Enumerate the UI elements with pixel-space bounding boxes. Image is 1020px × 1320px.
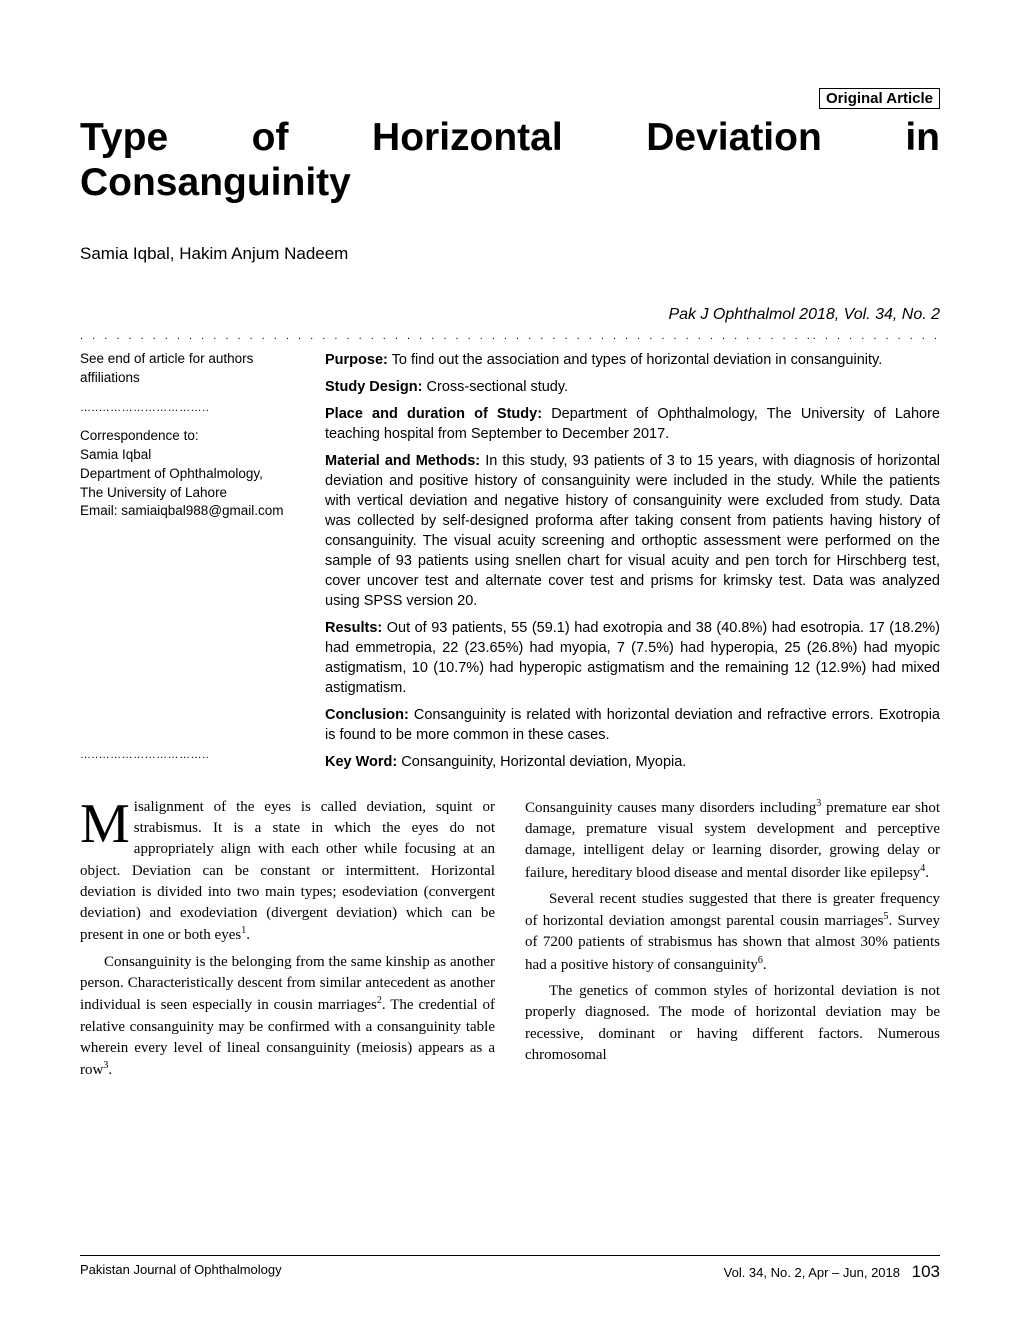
correspondent-email: Email: samiaiqbal988@gmail.com (80, 502, 305, 521)
sidebar: See end of article for authors affiliati… (80, 350, 305, 779)
abstract-keyword: Key Word: Consanguinity, Horizontal devi… (325, 752, 940, 772)
abstract-design: Study Design: Cross-sectional study. (325, 377, 940, 397)
dropcap: M (80, 797, 134, 849)
correspondent-name: Samia Iqbal (80, 446, 305, 465)
body-para-2: Consanguinity is the belonging from the … (80, 952, 495, 1082)
ref-1: 1 (241, 925, 246, 936)
ref-3: 3 (103, 1060, 108, 1071)
column-left: Misalignment of the eyes is called devia… (80, 797, 495, 1082)
body-text: Misalignment of the eyes is called devia… (80, 797, 940, 1082)
authors: Samia Iqbal, Hakim Anjum Nadeem (80, 244, 940, 264)
results-label: Results: (325, 620, 382, 636)
title-line-1: Type of Horizontal Deviation in (80, 116, 940, 161)
footer-right: Vol. 34, No. 2, Apr – Jun, 2018 103 (724, 1262, 940, 1282)
body-p3a: Consanguinity causes many disorders incl… (525, 800, 816, 816)
abstract-place: Place and duration of Study: Department … (325, 404, 940, 444)
methods-text: In this study, 93 patients of 3 to 15 ye… (325, 453, 940, 609)
body-para-1: Misalignment of the eyes is called devia… (80, 797, 495, 947)
article-type-text: Original Article (819, 88, 940, 109)
design-text: Cross-sectional study. (422, 379, 568, 395)
keyword-label: Key Word: (325, 754, 397, 770)
body-para-5: The genetics of common styles of horizon… (525, 981, 940, 1066)
correspondent-univ: The University of Lahore (80, 484, 305, 503)
purpose-text: To find out the association and types of… (388, 352, 882, 368)
methods-label: Material and Methods: (325, 453, 480, 469)
column-right: Consanguinity causes many disorders incl… (525, 797, 940, 1082)
conclusion-text: Consanguinity is related with horizontal… (325, 707, 940, 743)
article-type-badge: Original Article (80, 90, 940, 108)
place-label: Place and duration of Study: (325, 406, 542, 422)
footer-left: Pakistan Journal of Ophthalmology (80, 1262, 282, 1282)
abstract: Purpose: To find out the association and… (325, 350, 940, 779)
article-title: Type of Horizontal Deviation in Consangu… (80, 116, 940, 206)
body-p4a: Several recent studies suggested that th… (525, 891, 940, 929)
keyword-text: Consanguinity, Horizontal deviation, Myo… (397, 754, 686, 770)
ref-4: 4 (920, 863, 925, 874)
page-number: 103 (912, 1262, 940, 1281)
results-text: Out of 93 patients, 55 (59.1) had exotro… (325, 620, 940, 696)
correspondent-dept: Department of Ophthalmology, (80, 465, 305, 484)
divider-dotted: . . . . . . . . . . . . . . . . . . . . … (80, 330, 940, 342)
title-line-2: Consanguinity (80, 161, 940, 206)
body-p1-text: isalignment of the eyes is called deviat… (80, 799, 495, 944)
sidebar-correspondence: Correspondence to: Samia Iqbal Departmen… (80, 427, 305, 521)
abstract-conclusion: Conclusion: Consanguinity is related wit… (325, 705, 940, 745)
ref-6: 6 (758, 955, 763, 966)
purpose-label: Purpose: (325, 352, 388, 368)
footer-right-text: Vol. 34, No. 2, Apr – Jun, 2018 (724, 1265, 900, 1280)
abstract-methods: Material and Methods: In this study, 93 … (325, 451, 940, 611)
page-footer: Pakistan Journal of Ophthalmology Vol. 3… (80, 1255, 940, 1282)
sidebar-see-end: See end of article for authors affiliati… (80, 350, 305, 388)
journal-reference: Pak J Ophthalmol 2018, Vol. 34, No. 2 (80, 306, 940, 324)
correspondence-label: Correspondence to: (80, 427, 305, 446)
abstract-results: Results: Out of 93 patients, 55 (59.1) h… (325, 618, 940, 698)
abstract-purpose: Purpose: To find out the association and… (325, 350, 940, 370)
design-label: Study Design: (325, 379, 422, 395)
body-para-4: Several recent studies suggested that th… (525, 889, 940, 976)
body-para-3: Consanguinity causes many disorders incl… (525, 797, 940, 884)
conclusion-label: Conclusion: (325, 707, 409, 723)
abstract-section: See end of article for authors affiliati… (80, 350, 940, 779)
sidebar-dotted-1: …..……………………….. (80, 401, 305, 416)
